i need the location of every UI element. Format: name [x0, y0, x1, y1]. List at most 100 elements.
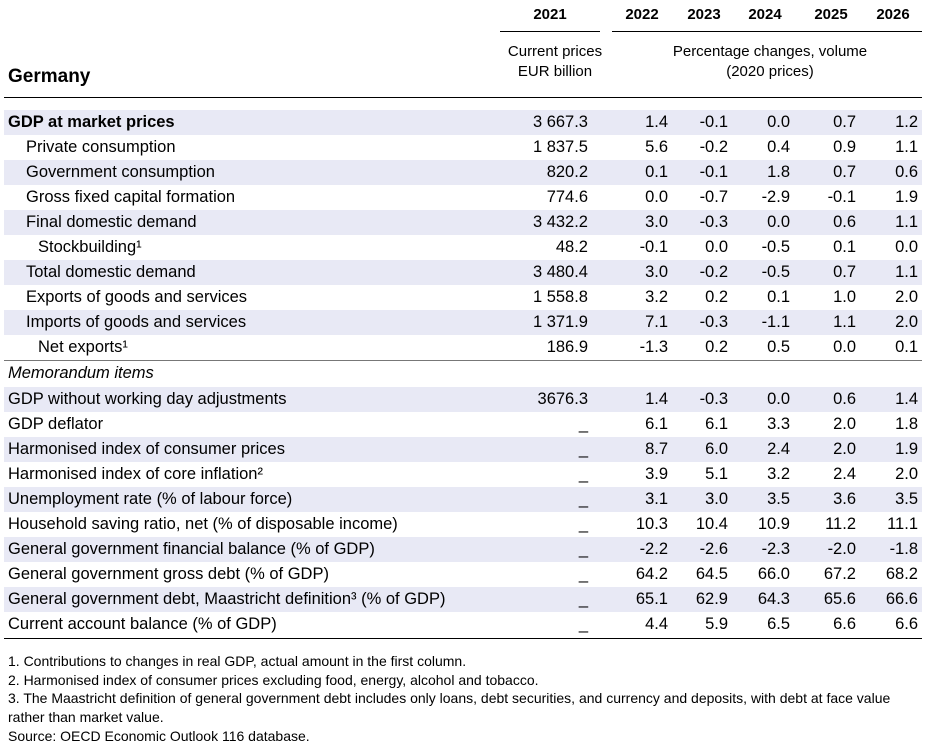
table-row: Harmonised index of consumer prices _ 8.7 6… [4, 437, 922, 462]
percentage-changes-subheader: Percentage changes, volume (2020 prices) [640, 42, 900, 82]
cell-2026: 66.6 [885, 590, 918, 608]
cell-2025: 0.6 [833, 390, 856, 408]
cell-2023: 3.0 [705, 490, 728, 508]
cell-2021: 186.9 [546, 338, 588, 356]
table-row: General government debt, Maastricht defi… [4, 587, 922, 612]
cell-2024: 3.5 [767, 490, 790, 508]
cell-2022: -0.1 [639, 238, 668, 256]
cell-2026: 1.1 [895, 263, 918, 281]
cell-2025: 0.7 [833, 263, 856, 281]
row-label: Exports of goods and services [26, 288, 248, 306]
cell-2026: 0.6 [895, 163, 918, 181]
cell-2024: 0.5 [767, 338, 790, 356]
current-prices-subheader: Current prices EUR billion [492, 42, 618, 82]
table-title: Germany [8, 66, 91, 87]
cell-2021: 3676.3 [537, 390, 588, 408]
cell-2022: 1.4 [645, 113, 668, 131]
cell-2025: 1.1 [833, 313, 856, 331]
cell-2021: _ [578, 540, 588, 558]
cell-2023: 0.2 [705, 338, 728, 356]
cell-2023: -0.1 [699, 163, 728, 181]
cell-2021: 1 837.5 [532, 138, 588, 156]
footnote-2: 2. Harmonised index of consumer prices e… [8, 671, 539, 688]
memo-label: Memorandum items [8, 364, 154, 382]
row-label: Gross fixed capital formation [26, 188, 236, 206]
cell-2025: 0.7 [833, 163, 856, 181]
cell-2024: -2.9 [761, 188, 790, 206]
cell-2024: 0.4 [767, 138, 790, 156]
row-label: GDP without working day adjustments [8, 390, 287, 408]
year-2026: 2026 [876, 6, 910, 23]
cell-2025: 0.7 [833, 113, 856, 131]
row-label: Imports of goods and services [26, 313, 247, 331]
cell-2026: 1.9 [895, 188, 918, 206]
cell-2025: 6.6 [833, 615, 856, 633]
footnotes: 1. Contributions to changes in real GDP,… [8, 652, 923, 746]
cell-2022: 3.0 [645, 263, 668, 281]
cell-2022: 65.1 [635, 590, 668, 608]
row-label: Harmonised index of core inflation² [8, 465, 263, 483]
cell-2024: 66.0 [757, 565, 790, 583]
table-row: Private consumption 1 837.5 5.6 -0.2 0.4 0.9 1… [4, 135, 922, 160]
cell-2022: 5.6 [645, 138, 668, 156]
cell-2024: -0.5 [761, 238, 790, 256]
table-row: Current account balance (% of GDP) _ 4.4 5.… [4, 612, 922, 637]
cell-2021: _ [578, 440, 588, 458]
cell-2023: -0.2 [699, 263, 728, 281]
row-label: Net exports¹ [38, 338, 128, 356]
cell-2023: 62.9 [695, 590, 728, 608]
cell-2026: 1.9 [895, 440, 918, 458]
cell-2024: 0.0 [767, 113, 790, 131]
footnote-3: 3. The Maastricht definition of general … [8, 690, 891, 726]
year-2023: 2023 [687, 6, 721, 23]
table-row: Unemployment rate (% of labour force) _ 3.… [4, 487, 922, 512]
row-label: GDP deflator [8, 415, 104, 433]
cell-2022: 7.1 [645, 313, 668, 331]
cell-2026: 1.1 [895, 138, 918, 156]
cell-2026: 2.0 [895, 465, 918, 483]
memo-section-header: Memorandum items [4, 361, 922, 386]
cell-2025: 2.4 [833, 465, 856, 483]
cell-2022: 6.1 [645, 415, 668, 433]
cell-2024: 64.3 [757, 590, 790, 608]
row-label: Household saving ratio, net (% of dispos… [8, 515, 398, 533]
row-label: Stockbuilding¹ [38, 238, 142, 256]
cell-2026: 3.5 [895, 490, 918, 508]
subheader-line: Percentage changes, volume [672, 43, 868, 60]
cell-2025: 2.0 [833, 440, 856, 458]
cell-2026: -1.8 [889, 540, 918, 558]
row-label: General government debt, Maastricht defi… [8, 590, 446, 608]
cell-2021: _ [578, 615, 588, 633]
row-label: Government consumption [26, 163, 215, 181]
row-label: General government gross debt (% of GDP) [8, 565, 329, 583]
table-row: Exports of goods and services 1 558.8 3.2 0… [4, 285, 922, 310]
table-row: Total domestic demand 3 480.4 3.0 -0.2 -0.5 0… [4, 260, 922, 285]
cell-2024: 2.4 [767, 440, 790, 458]
cell-2021: _ [578, 515, 588, 533]
cell-2024: 6.5 [767, 615, 790, 633]
cell-2024: 1.8 [767, 163, 790, 181]
cell-2022: 64.2 [635, 565, 668, 583]
cell-2022: 0.1 [645, 163, 668, 181]
cell-2022: 3.0 [645, 213, 668, 231]
table-row: Final domestic demand 3 432.2 3.0 -0.3 0.0 0.… [4, 210, 922, 235]
subheader-line: (2020 prices) [726, 63, 814, 80]
cell-2023: -0.2 [699, 138, 728, 156]
row-label: Total domestic demand [26, 263, 196, 281]
cell-2022: -1.3 [639, 338, 668, 356]
cell-2023: 0.2 [705, 288, 728, 306]
cell-2024: 10.9 [757, 515, 790, 533]
cell-2021: 3 432.2 [532, 213, 588, 231]
cell-2021: 3 667.3 [532, 113, 588, 131]
subheader-line: Current prices [507, 43, 603, 60]
cell-2021: 820.2 [546, 163, 588, 181]
cell-2021: 48.2 [555, 238, 588, 256]
cell-2022: 8.7 [645, 440, 668, 458]
footnote-1: 1. Contributions to changes in real GDP,… [8, 653, 467, 669]
cell-2023: 64.5 [695, 565, 728, 583]
cell-2021: _ [578, 590, 588, 608]
cell-2026: 6.6 [895, 615, 918, 633]
cell-2021: 1 371.9 [532, 313, 588, 331]
cell-2023: 5.1 [705, 465, 728, 483]
table-row: GDP at market prices 3 667.3 1.4 -0.1 0.0 0.7… [4, 110, 922, 135]
